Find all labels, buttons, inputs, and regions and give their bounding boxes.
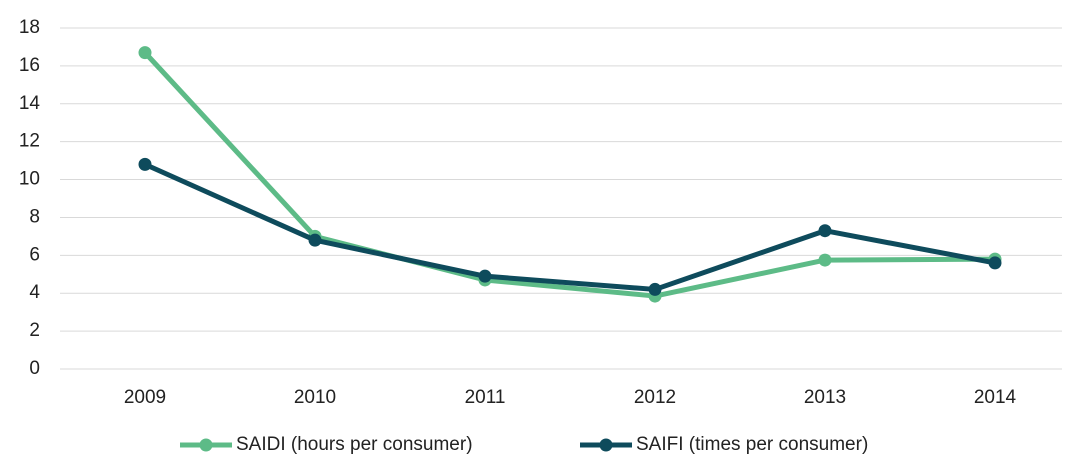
data-point	[478, 269, 492, 283]
legend-label: SAIDI (hours per consumer)	[236, 434, 473, 455]
x-tick-label: 2010	[294, 387, 336, 408]
x-tick-label: 2013	[804, 387, 846, 408]
x-tick-label: 2009	[124, 387, 166, 408]
series-line	[143, 162, 996, 292]
y-tick-label: 12	[19, 131, 40, 152]
data-point	[818, 253, 832, 267]
x-tick-label: 2012	[634, 387, 676, 408]
y-tick-label: 8	[29, 206, 40, 227]
y-tick-label: 16	[19, 55, 40, 76]
series-line	[143, 50, 996, 299]
x-tick-label: 2014	[974, 387, 1017, 408]
y-tick-label: 10	[19, 169, 40, 190]
legend-label: SAIFI (times per consumer)	[636, 434, 868, 455]
y-tick-label: 14	[19, 93, 41, 114]
y-tick-label: 4	[29, 282, 40, 303]
data-point	[308, 233, 322, 247]
data-point	[138, 157, 152, 171]
legend-marker	[599, 438, 613, 452]
y-tick-label: 0	[29, 358, 40, 379]
data-point	[818, 224, 832, 238]
data-point	[648, 282, 662, 296]
x-tick-label: 2011	[465, 387, 506, 408]
legend-marker	[199, 438, 213, 452]
y-tick-label: 6	[29, 244, 40, 265]
data-point	[138, 46, 152, 60]
y-tick-label: 18	[19, 17, 40, 38]
y-tick-label: 2	[29, 320, 40, 341]
data-point	[988, 256, 1002, 270]
